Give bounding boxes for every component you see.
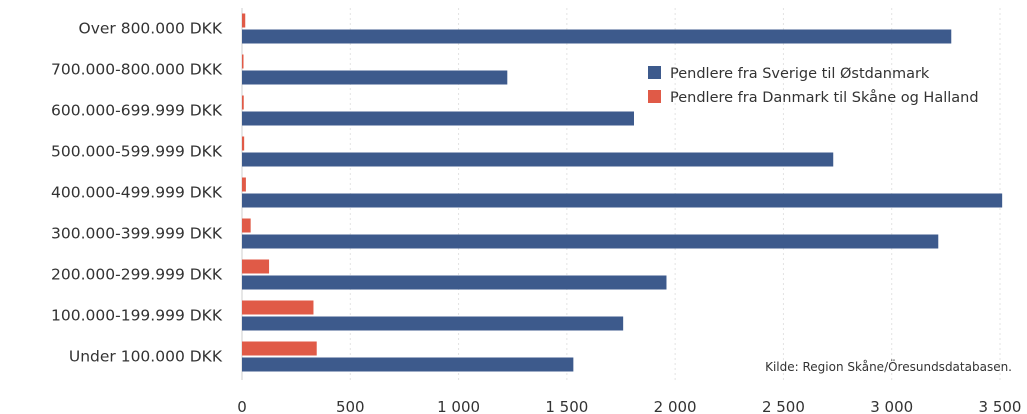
legend-label: Pendlere fra Sverige til Østdanmark	[670, 66, 930, 82]
legend-label: Pendlere fra Danmark til Skåne og Hallan…	[670, 89, 979, 106]
bar-danmark-skaane-halland	[242, 55, 244, 69]
x-tick-label: 1 000	[437, 398, 480, 414]
bar-sverige-oestdanmark	[242, 194, 1002, 208]
bar-danmark-skaane-halland	[242, 137, 244, 151]
legend-swatch	[648, 90, 661, 103]
category-label: 500.000-599.999 DKK	[51, 143, 223, 161]
bar-danmark-skaane-halland	[242, 260, 269, 274]
category-label: 300.000-399.999 DKK	[51, 225, 223, 243]
legend-swatch	[648, 66, 661, 79]
category-label: 600.000-699.999 DKK	[51, 102, 223, 120]
x-tick-label: 0	[237, 398, 247, 414]
x-axis-tick-labels: 0 500 1 000 1 500 2 000 2 500 3 000 3 500	[237, 398, 1021, 414]
x-tick-label: 2 000	[654, 398, 697, 414]
bar-sverige-oestdanmark	[242, 317, 623, 331]
bar-sverige-oestdanmark	[242, 71, 507, 85]
legend: Pendlere fra Sverige til Østdanmark Pendl…	[648, 66, 979, 106]
bar-sverige-oestdanmark	[242, 276, 666, 290]
category-label: 400.000-499.999 DKK	[51, 184, 223, 202]
x-tick-label: 3 000	[870, 398, 913, 414]
x-tick-label: 2 500	[762, 398, 805, 414]
bar-sverige-oestdanmark	[242, 30, 951, 44]
x-tick-label: 3 500	[979, 398, 1022, 414]
bar-danmark-skaane-halland	[242, 14, 245, 28]
category-label: Under 100.000 DKK	[69, 348, 223, 366]
bar-sverige-oestdanmark	[242, 112, 634, 126]
bar-danmark-skaane-halland	[242, 178, 246, 192]
bar-sverige-oestdanmark	[242, 358, 573, 372]
x-tick-label: 500	[336, 398, 365, 414]
category-labels: Over 800.000 DKK 700.000-800.000 DKK 600.0…	[51, 20, 223, 366]
category-label: 100.000-199.999 DKK	[51, 307, 223, 325]
bar-danmark-skaane-halland	[242, 96, 244, 110]
bar-sverige-oestdanmark	[242, 153, 833, 167]
bar-sverige-oestdanmark	[242, 235, 938, 249]
category-label: Over 800.000 DKK	[79, 20, 223, 38]
x-tick-label: 1 500	[545, 398, 588, 414]
category-label: 700.000-800.000 DKK	[51, 61, 223, 79]
category-label: 200.000-299.999 DKK	[51, 266, 223, 284]
bar-danmark-skaane-halland	[242, 342, 317, 356]
source-note: Kilde: Region Skåne/Öresundsdatabasen.	[765, 358, 1012, 374]
bar-danmark-skaane-halland	[242, 219, 251, 233]
bar-danmark-skaane-halland	[242, 301, 313, 315]
